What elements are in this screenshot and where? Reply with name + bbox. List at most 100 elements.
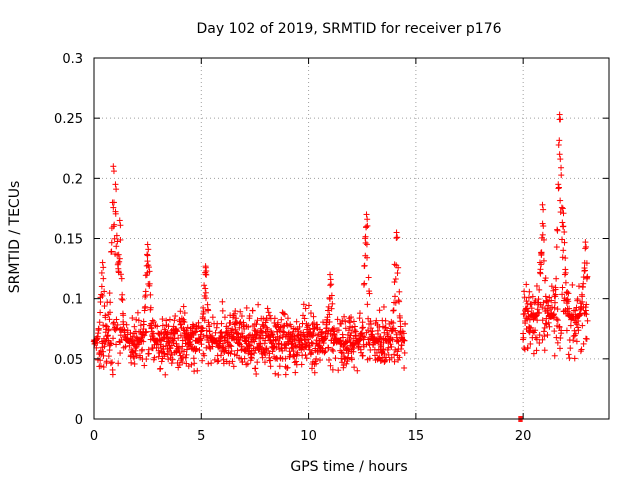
data-point bbox=[118, 275, 125, 282]
data-point bbox=[97, 363, 104, 370]
data-point bbox=[110, 199, 117, 206]
data-point bbox=[556, 137, 563, 144]
data-point bbox=[155, 353, 162, 360]
data-point bbox=[527, 301, 534, 308]
data-point bbox=[194, 367, 201, 374]
data-point bbox=[560, 247, 567, 254]
grid-lines bbox=[94, 58, 609, 419]
plot-frame bbox=[93, 57, 610, 420]
data-point bbox=[572, 330, 579, 337]
data-point bbox=[201, 282, 208, 289]
data-point bbox=[550, 314, 557, 321]
data-point bbox=[401, 337, 408, 344]
data-point bbox=[573, 338, 580, 345]
data-point bbox=[293, 358, 300, 365]
data-point bbox=[251, 338, 258, 345]
data-point bbox=[396, 354, 403, 361]
data-point bbox=[561, 239, 568, 246]
data-point bbox=[541, 277, 548, 284]
data-point bbox=[317, 357, 324, 364]
data-point bbox=[99, 292, 106, 299]
data-point bbox=[146, 280, 153, 287]
data-point bbox=[562, 269, 569, 276]
data-point bbox=[185, 363, 192, 370]
data-point bbox=[545, 302, 552, 309]
data-point bbox=[539, 317, 546, 324]
data-point bbox=[147, 291, 154, 298]
data-point bbox=[202, 263, 209, 270]
data-point bbox=[542, 275, 549, 282]
data-point bbox=[532, 327, 539, 334]
data-point bbox=[382, 324, 389, 331]
data-point bbox=[110, 335, 117, 342]
data-point bbox=[330, 348, 337, 355]
data-point bbox=[566, 355, 573, 362]
data-point bbox=[394, 270, 401, 277]
data-point bbox=[340, 334, 347, 341]
data-point bbox=[108, 248, 115, 255]
data-point bbox=[356, 337, 363, 344]
data-point bbox=[334, 316, 341, 323]
data-point bbox=[574, 296, 581, 303]
data-point bbox=[364, 254, 371, 261]
data-point bbox=[363, 241, 370, 248]
data-point bbox=[328, 305, 335, 312]
data-point bbox=[113, 316, 120, 323]
data-point bbox=[397, 318, 404, 325]
data-point bbox=[392, 327, 399, 334]
data-point bbox=[396, 288, 403, 295]
data-point bbox=[284, 315, 291, 322]
data-point bbox=[227, 350, 234, 357]
data-point bbox=[267, 363, 274, 370]
data-point bbox=[205, 307, 212, 314]
data-point bbox=[534, 306, 541, 313]
data-point bbox=[129, 348, 136, 355]
data-point bbox=[132, 345, 139, 352]
data-point bbox=[274, 319, 281, 326]
data-point bbox=[364, 301, 371, 308]
data-point bbox=[554, 339, 561, 346]
data-point bbox=[579, 293, 586, 300]
data-point bbox=[391, 358, 398, 365]
data-point bbox=[540, 223, 547, 230]
data-point bbox=[536, 309, 543, 316]
data-point bbox=[175, 335, 182, 342]
data-point bbox=[97, 357, 104, 364]
data-point bbox=[164, 331, 171, 338]
data-points bbox=[90, 111, 591, 422]
data-point bbox=[104, 332, 111, 339]
data-point bbox=[135, 341, 142, 348]
data-point bbox=[141, 307, 148, 314]
data-point bbox=[354, 367, 361, 374]
data-point bbox=[391, 351, 398, 358]
data-point bbox=[557, 197, 564, 204]
data-point bbox=[342, 325, 349, 332]
data-point bbox=[308, 339, 315, 346]
data-point bbox=[348, 314, 355, 321]
data-point bbox=[170, 340, 177, 347]
data-point bbox=[100, 264, 107, 271]
data-point bbox=[181, 309, 188, 316]
data-point bbox=[385, 344, 392, 351]
data-point bbox=[109, 371, 116, 378]
data-point bbox=[546, 294, 553, 301]
data-point bbox=[99, 259, 106, 266]
data-point bbox=[539, 201, 546, 208]
data-point bbox=[584, 273, 591, 280]
data-point bbox=[366, 355, 373, 362]
data-point bbox=[280, 310, 287, 317]
data-point bbox=[583, 243, 590, 250]
data-point bbox=[188, 361, 195, 368]
data-point bbox=[168, 360, 175, 367]
data-point bbox=[339, 317, 346, 324]
data-point bbox=[359, 325, 366, 332]
data-point bbox=[293, 343, 300, 350]
data-point bbox=[326, 296, 333, 303]
data-point bbox=[102, 322, 109, 329]
data-point bbox=[326, 311, 333, 318]
data-point bbox=[105, 353, 112, 360]
data-point bbox=[526, 288, 533, 295]
data-point bbox=[158, 358, 165, 365]
data-point bbox=[393, 234, 400, 241]
data-point bbox=[551, 304, 558, 311]
